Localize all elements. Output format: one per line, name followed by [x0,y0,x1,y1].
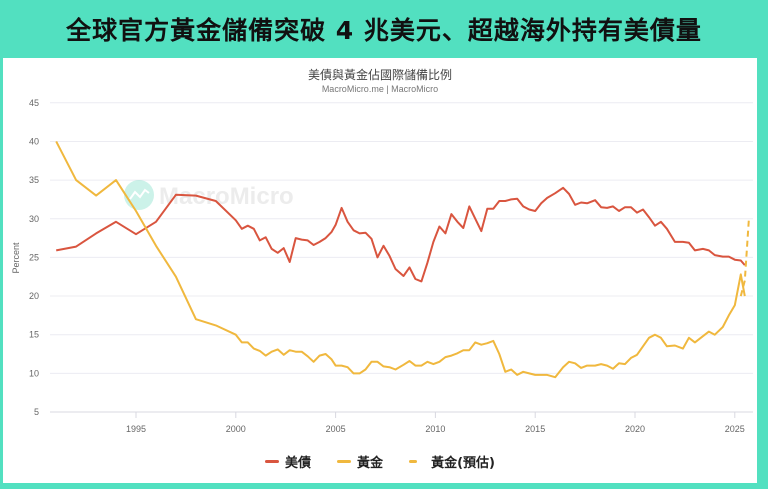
series-line [739,220,750,297]
y-tick-label: 15 [29,330,39,340]
y-tick-label: 10 [29,368,39,378]
x-axis-ticks: 1995 2000 2005 2010 2015 2020 2025 [126,412,745,434]
series-lines [55,140,750,379]
x-tick-label: 2005 [326,424,346,434]
gridlines [50,102,753,413]
legend-swatch-gold [337,460,352,463]
chart-title: 美債與黃金佔國際儲備比例 [307,68,452,82]
legend-label-gold: 黃金 [357,456,384,471]
y-tick-label: 45 [29,98,39,108]
y-tick-label: 20 [29,291,39,301]
series-line [55,140,746,379]
x-tick-label: 2025 [725,424,745,434]
y-tick-label: 35 [29,175,39,185]
series-line [56,186,746,283]
banner-title: 全球官方黃金儲備突破 4 兆美元、超越海外持有美債量 [66,16,702,45]
x-tick-label: 2000 [226,424,246,434]
x-tick-label: 2015 [525,424,545,434]
y-tick-label: 40 [29,136,39,146]
y-tick-label: 5 [34,407,39,417]
legend-label-treasury: 美債 [285,456,312,471]
watermark-text: MacroMicro [159,183,294,210]
legend-swatch-treasury [265,460,280,463]
legend-item-gold-forecast[interactable]: 黃金(預估) [409,452,495,471]
chart-card: 美債與黃金佔國際儲備比例 MacroMicro.me | MacroMicro … [3,58,757,483]
chart-subtitle: MacroMicro.me | MacroMicro [321,84,439,94]
legend-label-gold-forecast: 黃金(預估) [431,456,495,471]
x-tick-label: 2020 [625,424,645,434]
legend-item-gold[interactable]: 黃金 [337,452,383,471]
x-tick-label: 2010 [425,424,445,434]
y-axis-label: Percent [11,242,21,274]
watermark: MacroMicro [124,180,294,210]
y-tick-label: 25 [29,252,39,262]
legend: 美債 黃金 黃金(預估) [3,452,757,471]
y-tick-label: 30 [29,214,39,224]
legend-swatch-gold-forecast [409,460,418,463]
y-axis-ticks: 5 10 15 20 25 30 35 40 45 [29,98,39,417]
legend-item-treasury[interactable]: 美債 [265,452,311,471]
banner: 全球官方黃金儲備突破 4 兆美元、超越海外持有美債量 [0,0,768,58]
x-tick-label: 1995 [126,424,146,434]
